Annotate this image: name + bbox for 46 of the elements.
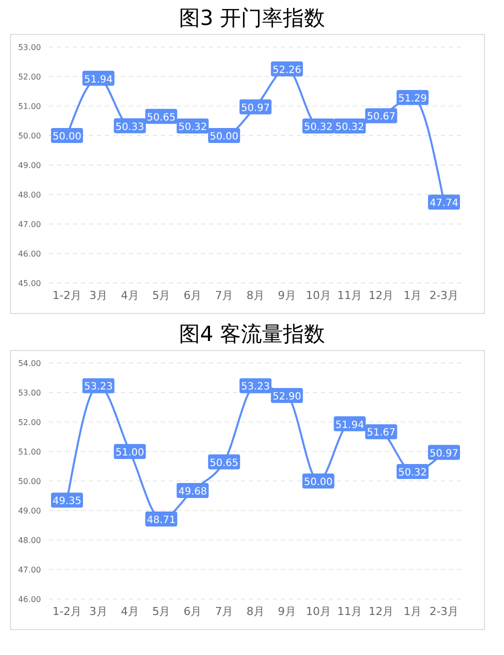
x-tick-label: 11月 xyxy=(337,288,362,302)
y-tick-label: 46.00 xyxy=(18,249,41,258)
x-tick-label: 4月 xyxy=(120,604,139,618)
x-tick-label: 2-3月 xyxy=(430,604,458,618)
y-tick-label: 46.00 xyxy=(18,594,41,604)
x-tick-label: 9月 xyxy=(278,288,296,302)
y-tick-label: 50.00 xyxy=(18,476,41,486)
x-tick-label: 3月 xyxy=(89,288,108,302)
y-tick-label: 48.00 xyxy=(18,536,41,545)
y-tick-label: 52.00 xyxy=(18,72,41,82)
y-tick-label: 47.00 xyxy=(18,565,41,574)
y-tick-label: 51.00 xyxy=(18,102,41,111)
x-tick-label: 2-3月 xyxy=(430,288,458,302)
y-tick-label: 48.00 xyxy=(18,190,41,200)
y-tick-label: 49.00 xyxy=(18,506,41,516)
x-tick-label: 12月 xyxy=(368,288,394,302)
x-tick-label: 6月 xyxy=(184,288,202,302)
x-tick-label: 9月 xyxy=(278,604,296,618)
x-tick-label: 4月 xyxy=(120,288,139,302)
x-tick-label: 5月 xyxy=(152,288,170,302)
x-tick-label: 6月 xyxy=(184,604,202,618)
x-tick-label: 7月 xyxy=(215,288,234,302)
x-tick-label: 5月 xyxy=(152,604,170,618)
x-tick-label: 12月 xyxy=(368,604,394,618)
chart-title: 图3 开门率指数 xyxy=(178,5,326,32)
x-tick-label: 10月 xyxy=(306,604,331,618)
y-tick-label: 54.00 xyxy=(18,358,41,368)
x-tick-label: 1-2月 xyxy=(52,604,82,618)
x-tick-label: 1月 xyxy=(404,604,422,618)
x-tick-label: 8月 xyxy=(246,288,264,302)
y-tick-label: 53.00 xyxy=(18,42,41,52)
x-tick-label: 8月 xyxy=(246,604,264,618)
chart-title: 图4 客流量指数 xyxy=(178,321,326,348)
y-tick-label: 49.00 xyxy=(18,160,41,170)
y-tick-label: 50.00 xyxy=(18,131,41,140)
x-tick-label: 10月 xyxy=(306,288,331,302)
y-tick-label: 45.00 xyxy=(18,278,41,288)
y-tick-label: 52.00 xyxy=(18,418,41,427)
x-tick-label: 11月 xyxy=(337,604,362,618)
x-tick-label: 7月 xyxy=(215,604,234,618)
y-tick-label: 47.00 xyxy=(18,220,41,229)
x-tick-label: 1月 xyxy=(404,288,422,302)
y-tick-label: 51.00 xyxy=(18,447,41,456)
y-tick-label: 53.00 xyxy=(18,388,41,398)
x-tick-label: 1-2月 xyxy=(52,288,82,302)
x-tick-label: 3月 xyxy=(89,604,108,618)
